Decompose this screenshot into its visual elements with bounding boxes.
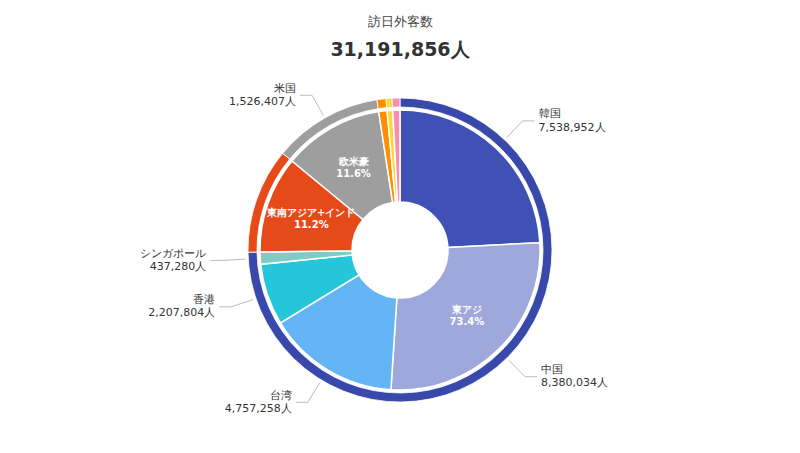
slice-label: 中国8,380,034人 — [541, 363, 608, 389]
leader-line — [300, 95, 323, 115]
label-line: 11.2% — [294, 219, 329, 230]
label-line: 香港 — [193, 293, 215, 306]
slice — [248, 98, 552, 402]
label-line: 8,380,034人 — [541, 376, 608, 389]
label-line: 欧米豪 — [339, 156, 369, 167]
leader-line — [296, 383, 320, 403]
label-line: 米国 — [274, 82, 296, 95]
slice — [261, 255, 359, 323]
label-line: 7,538,952人 — [539, 120, 606, 133]
label-line: 東南アジア+インド — [266, 207, 355, 218]
label-line: 437,280人 — [150, 260, 207, 273]
label-line: 73.4% — [450, 316, 485, 327]
slice-label: 香港2,207,804人 — [148, 293, 215, 319]
label-line: 1,526,407人 — [229, 95, 296, 108]
slice — [377, 99, 387, 109]
donut-group: 韓国7,538,952人中国8,380,034人台湾4,757,258人香港2,… — [140, 82, 608, 415]
region-label: 東アジ73.4% — [450, 304, 485, 327]
leader-line — [210, 259, 245, 260]
slice — [391, 243, 540, 390]
ring — [260, 110, 540, 390]
ring — [248, 98, 552, 402]
leader-line — [219, 300, 253, 307]
rings — [248, 98, 552, 402]
slice — [392, 98, 400, 107]
slice — [292, 112, 393, 220]
slice — [400, 110, 540, 247]
slice — [248, 153, 290, 252]
leader-line — [507, 121, 535, 138]
labels: 韓国7,538,952人中国8,380,034人台湾4,757,258人香港2,… — [140, 82, 608, 415]
label-line: 東アジ — [451, 304, 482, 315]
subtitle: 31,191,856人 — [330, 38, 470, 60]
label-line: シンガポール — [140, 247, 206, 260]
slice-label: シンガポール437,280人 — [140, 247, 206, 273]
slice-label: 台湾4,757,258人 — [225, 389, 292, 415]
chart: 訪日外客数31,191,856人韓国7,538,952人中国8,380,034人… — [0, 0, 800, 453]
label-line: 台湾 — [270, 389, 292, 402]
slice-label: 米国1,526,407人 — [229, 82, 296, 108]
slice — [283, 100, 379, 159]
slice-label: 韓国7,538,952人 — [539, 107, 606, 133]
slice — [386, 98, 393, 107]
label-line: 韓国 — [539, 107, 561, 120]
region-label: 欧米豪11.6% — [336, 156, 371, 179]
label-line: 2,207,804人 — [148, 306, 215, 319]
slice — [393, 110, 400, 202]
title: 訪日外客数 — [368, 14, 433, 29]
region-label: 東南アジア+インド11.2% — [266, 207, 355, 230]
label-line: 中国 — [541, 363, 563, 376]
label-line: 4,757,258人 — [225, 402, 292, 415]
slice — [260, 251, 352, 265]
label-line: 11.6% — [336, 168, 371, 179]
leader-line — [509, 360, 537, 376]
